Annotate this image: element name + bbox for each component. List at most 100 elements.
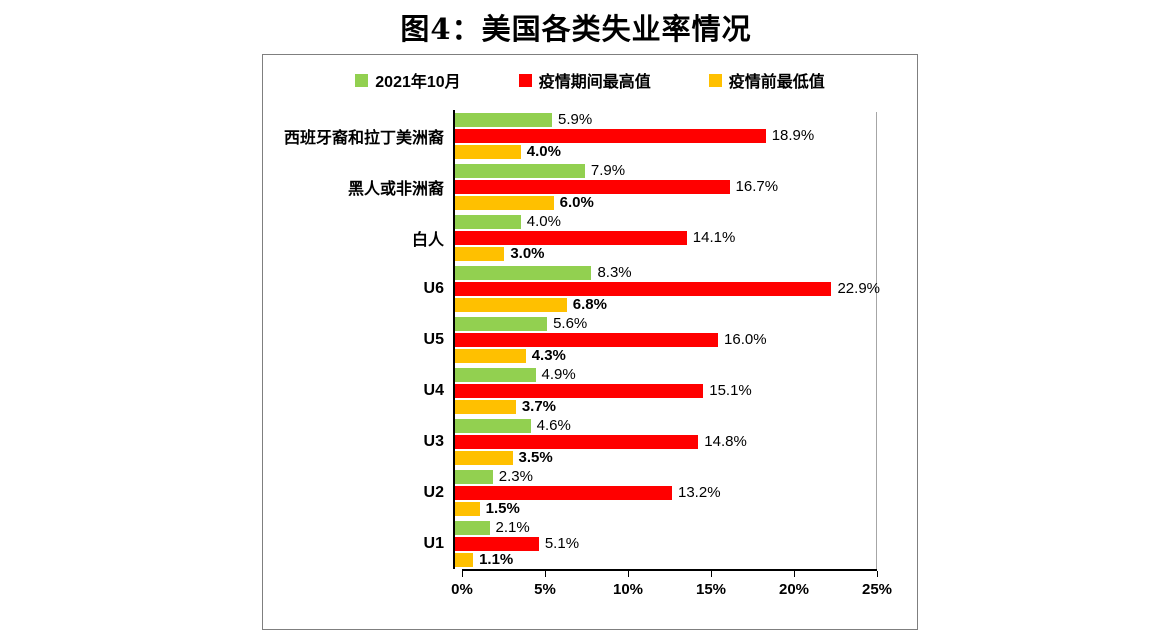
bar-疫情期间最高值 [455, 230, 687, 245]
bar-row: 6.0% [455, 194, 866, 211]
bar-value-label: 4.0% [526, 213, 561, 230]
bar-value-label: 16.7% [735, 178, 779, 195]
chart-title: 图4：美国各类失业率情况 [400, 12, 752, 46]
bar-row: 16.0% [455, 331, 866, 348]
legend-marker-red-icon [518, 73, 532, 87]
bar-疫情期间最高值 [455, 383, 704, 398]
bar-2021年10月 [455, 112, 552, 127]
bar-疫情期间最高值 [455, 281, 832, 296]
category-label: U6 [423, 279, 444, 297]
bar-value-label: 14.1% [692, 229, 736, 246]
axis-tick-mark [461, 571, 463, 577]
bar-疫情前最低值 [455, 195, 554, 210]
bar-疫情期间最高值 [455, 485, 672, 500]
bar-疫情前最低值 [455, 552, 474, 567]
bar-value-label: 5.9% [557, 111, 593, 128]
bar-value-label: 7.9% [590, 162, 626, 179]
axis-tick-mark [710, 571, 712, 577]
category-row: U5 5.6% 16.0% 4.3% [263, 314, 917, 365]
category-label: U4 [423, 381, 444, 399]
bar-row: 15.1% [455, 382, 866, 399]
axis-tick-label: 0% [451, 581, 473, 598]
legend-item-prepandemic-min: 疫情前最低值 [708, 70, 825, 91]
legend-label: 疫情期间最高值 [538, 74, 651, 91]
bar-row: 18.9% [455, 127, 866, 144]
axis-tick-mark [793, 571, 795, 577]
bar-groups: 西班牙裔和拉丁美洲裔 5.9% 18.9% 4.0% 黑人或非洲裔 7.9% 16.7% 6.… [263, 110, 917, 569]
bar-row: 3.5% [455, 449, 866, 466]
category-row: U3 4.6% 14.8% 3.5% [263, 416, 917, 467]
axis-tick-mark [627, 571, 629, 577]
chart-container: 2021年10月 疫情期间最高值 疫情前最低值 西班牙裔和拉丁美洲裔 5.9% 18… [262, 54, 918, 630]
bar-疫情前最低值 [455, 297, 567, 312]
legend-label: 2021年10月 [375, 74, 461, 91]
bar-疫情前最低值 [455, 348, 526, 363]
bar-row: 1.5% [455, 500, 866, 517]
axis-tick-label: 15% [695, 581, 727, 598]
bar-value-label: 14.8% [704, 433, 747, 450]
bar-row: 2.1% [455, 519, 866, 536]
legend-label: 疫情前最低值 [728, 74, 825, 91]
plot-area: 西班牙裔和拉丁美洲裔 5.9% 18.9% 4.0% 黑人或非洲裔 7.9% 16.7% 6.… [263, 110, 917, 611]
bar-group: 4.0% 14.1% 3.0% [453, 212, 866, 263]
bar-value-label: 2.1% [495, 519, 530, 536]
plot-right-border [876, 112, 877, 569]
bar-疫情前最低值 [455, 246, 505, 261]
bar-row: 14.8% [455, 433, 866, 450]
axis-tick-mark [876, 571, 878, 577]
legend-marker-green-icon [355, 73, 369, 87]
category-label: U1 [423, 534, 444, 552]
bar-row: 5.6% [455, 315, 866, 332]
bar-疫情期间最高值 [455, 332, 719, 347]
bar-row: 4.6% [455, 417, 866, 434]
bar-group: 4.9% 15.1% 3.7% [453, 365, 866, 416]
bar-group: 7.9% 16.7% 6.0% [453, 161, 866, 212]
bar-group: 5.6% 16.0% 4.3% [453, 314, 866, 365]
bar-2021年10月 [455, 163, 585, 178]
bar-value-label: 15.1% [709, 382, 752, 399]
bar-row: 5.9% [455, 111, 866, 128]
category-row: U1 2.1% 5.1% 1.1% [263, 518, 917, 569]
axis-tick-label: 20% [778, 581, 810, 598]
bar-2021年10月 [455, 367, 536, 382]
bar-value-label: 6.8% [572, 296, 607, 313]
bar-value-label: 4.6% [536, 417, 571, 434]
bar-row: 14.1% [455, 229, 866, 246]
bar-value-label: 4.9% [541, 366, 576, 383]
legend: 2021年10月 疫情期间最高值 疫情前最低值 [263, 70, 917, 91]
bar-value-label: 4.3% [531, 347, 566, 364]
category-label: 白人 [411, 231, 444, 249]
bar-row: 4.0% [455, 143, 866, 160]
x-axis: 0% 5% 10% 15% 20% 25% [451, 569, 892, 611]
axis-tick-mark [544, 571, 546, 577]
bar-group: 2.3% 13.2% 1.5% [453, 467, 866, 518]
bar-疫情前最低值 [455, 144, 521, 159]
bar-group: 8.3% 22.9% 6.8% [453, 263, 880, 314]
bar-row: 8.3% [455, 264, 866, 281]
bar-value-label: 1.1% [479, 551, 514, 568]
category-label: 西班牙裔和拉丁美洲裔 [283, 129, 444, 147]
bar-row: 4.0% [455, 213, 866, 230]
category-label: 黑人或非洲裔 [347, 180, 444, 198]
category-row: 西班牙裔和拉丁美洲裔 5.9% 18.9% 4.0% [263, 110, 917, 161]
bar-2021年10月 [455, 520, 490, 535]
bar-value-label: 22.9% [837, 280, 881, 297]
bar-value-label: 3.0% [510, 245, 545, 262]
bar-value-label: 16.0% [724, 331, 767, 348]
axis-tick-label: 5% [534, 581, 556, 598]
bar-group: 4.6% 14.8% 3.5% [453, 416, 866, 467]
bar-2021年10月 [455, 316, 548, 331]
category-row: 白人 4.0% 14.1% 3.0% [263, 212, 917, 263]
bar-value-label: 3.7% [521, 398, 557, 415]
bar-value-label: 8.3% [597, 264, 632, 281]
bar-疫情期间最高值 [455, 434, 699, 449]
bar-row: 4.9% [455, 366, 866, 383]
axis-tick-label: 10% [612, 581, 644, 598]
bar-row: 16.7% [455, 178, 866, 195]
category-label: U5 [423, 330, 444, 348]
bar-value-label: 18.9% [771, 127, 815, 144]
bar-row: 22.9% [455, 280, 880, 297]
bar-row: 6.8% [455, 296, 866, 313]
bar-value-label: 2.3% [498, 468, 533, 485]
bar-row: 5.1% [455, 535, 866, 552]
